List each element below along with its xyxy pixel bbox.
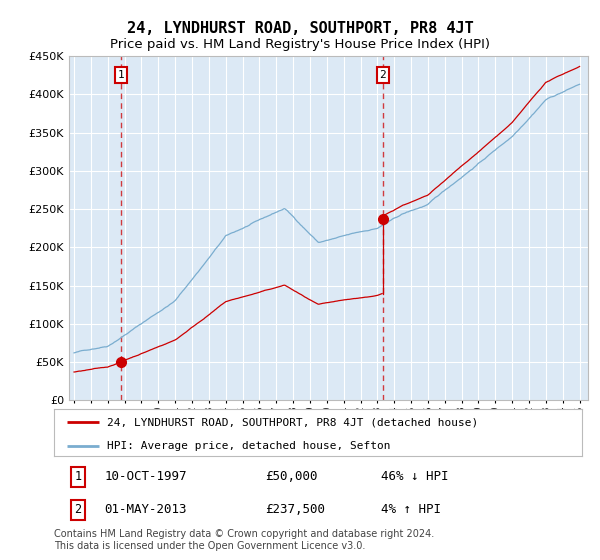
Text: 10-OCT-1997: 10-OCT-1997 (104, 470, 187, 483)
Text: Price paid vs. HM Land Registry's House Price Index (HPI): Price paid vs. HM Land Registry's House … (110, 38, 490, 51)
Text: 46% ↓ HPI: 46% ↓ HPI (382, 470, 449, 483)
Text: 4% ↑ HPI: 4% ↑ HPI (382, 503, 442, 516)
Text: 01-MAY-2013: 01-MAY-2013 (104, 503, 187, 516)
Text: 2: 2 (380, 70, 386, 80)
Text: 2: 2 (74, 503, 82, 516)
Text: 1: 1 (74, 470, 82, 483)
Text: £50,000: £50,000 (265, 470, 318, 483)
Text: 24, LYNDHURST ROAD, SOUTHPORT, PR8 4JT (detached house): 24, LYNDHURST ROAD, SOUTHPORT, PR8 4JT (… (107, 417, 478, 427)
Text: Contains HM Land Registry data © Crown copyright and database right 2024.
This d: Contains HM Land Registry data © Crown c… (54, 529, 434, 551)
Text: HPI: Average price, detached house, Sefton: HPI: Average price, detached house, Seft… (107, 441, 391, 451)
Text: 24, LYNDHURST ROAD, SOUTHPORT, PR8 4JT: 24, LYNDHURST ROAD, SOUTHPORT, PR8 4JT (127, 21, 473, 36)
Text: 1: 1 (118, 70, 124, 80)
Text: £237,500: £237,500 (265, 503, 325, 516)
